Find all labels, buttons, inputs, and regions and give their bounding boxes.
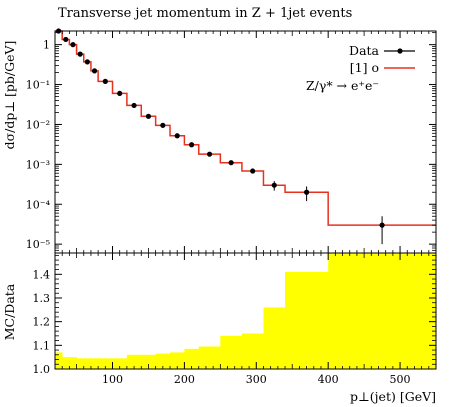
ratio-band-bin (126, 354, 142, 369)
data-point (304, 189, 310, 195)
legend: Data [1] o Z/γ* → e⁺e⁻ (306, 43, 415, 93)
ratio-y-tick-label: 1.0 (33, 363, 51, 376)
data-point (379, 222, 385, 228)
ratio-band-bin (198, 346, 221, 369)
ratio-band-bin (184, 348, 200, 369)
ratio-plot-frame (54, 252, 437, 370)
ratio-band-bin (170, 352, 185, 369)
ratio-band-bin (263, 307, 286, 369)
x-tick-label: 400 (318, 373, 339, 386)
x-tick-label: 300 (246, 373, 267, 386)
upper-y-tick-label: 10⁻³ (26, 158, 50, 171)
x-axis-label: p⊥(jet) [GeV] (350, 389, 436, 404)
data-point (91, 68, 98, 74)
ratio-band-bin (76, 358, 85, 369)
data-point (102, 78, 108, 85)
ratio-y-tick-label: 1.1 (33, 339, 51, 352)
legend-mc-label: [1] o (350, 60, 379, 75)
ratio-band-bin (141, 354, 157, 369)
ratio-y-axis-label: MC/Data (2, 283, 17, 340)
ratio-band-bin (285, 271, 329, 369)
ratio-band-bin (220, 335, 243, 369)
ratio-band-bin (155, 353, 171, 369)
data-point (70, 42, 76, 48)
data-point (117, 90, 123, 97)
upper-y-tick-label: 10⁻⁴ (26, 198, 51, 211)
ratio-y-tick-label: 1.2 (33, 316, 51, 329)
upper-y-tick-label: 10⁻¹ (26, 79, 50, 92)
ratio-y-tick-label: 1.3 (33, 292, 51, 305)
x-tick-label: 500 (390, 373, 411, 386)
upper-y-tick-label: 10⁻⁵ (26, 238, 50, 251)
x-tick-label: 200 (174, 373, 195, 386)
data-point (131, 102, 137, 109)
ratio-band-bin (328, 253, 437, 369)
ratio-band-bin (90, 358, 99, 369)
ratio-y-tick-label: 1.4 (33, 268, 51, 281)
ratio-band-bin (241, 333, 264, 369)
ratio-band-bin (98, 358, 113, 369)
data-point (250, 168, 256, 174)
upper-y-axis-label: dσ/dp⊥ [pb/GeV] (2, 41, 17, 150)
legend-data-label: Data (349, 43, 379, 58)
data-point (160, 122, 166, 128)
upper-panel: 1 10⁻¹ 10⁻² 10⁻³ 10⁻⁴ 10⁻⁵ (26, 28, 437, 254)
upper-y-tick-label: 1 (43, 39, 50, 52)
data-point (145, 113, 152, 119)
data-point (228, 160, 234, 166)
process-annotation: Z/γ* → e⁺e⁻ (306, 78, 379, 93)
data-point (271, 182, 277, 188)
ratio-band-bin (62, 357, 70, 369)
data-point (206, 151, 213, 157)
data-point (77, 51, 83, 57)
ratio-panel: 1.0 1.1 1.2 1.3 1.4 100 200 300 400 500 (33, 252, 437, 386)
data-point (84, 59, 90, 65)
ratio-band-bin (83, 358, 92, 369)
ratio-band-bin (69, 357, 77, 369)
data-point (174, 133, 180, 139)
data-point (188, 142, 195, 148)
legend-data-marker (397, 48, 403, 54)
x-tick-label: 100 (102, 373, 123, 386)
ratio-band-bin (112, 358, 128, 369)
ratio-band-bin (55, 352, 63, 369)
data-point (63, 36, 69, 43)
upper-y-tick-label: 10⁻² (26, 118, 50, 131)
chart-title: Transverse jet momentum in Z + 1jet even… (58, 6, 352, 21)
